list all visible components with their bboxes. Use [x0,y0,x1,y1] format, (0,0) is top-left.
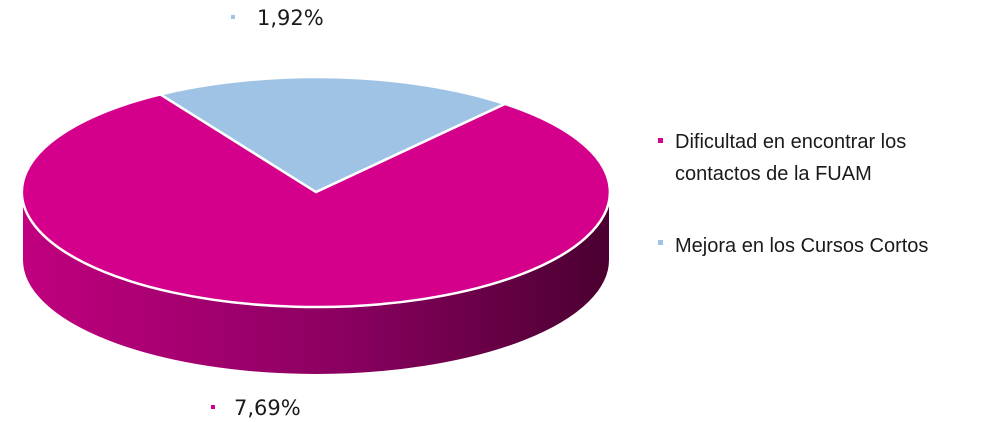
data-label-marker [231,15,235,19]
data-label-text: 7,69% [234,396,301,420]
legend-label: Mejora en los Cursos Cortos [675,235,928,257]
legend-item-dificultad: Dificultad en encontrar los contactos de… [658,131,906,185]
data-label-marker [211,405,215,409]
data-label-text: 1,92% [257,6,324,30]
legend-marker [658,240,663,245]
legend: Dificultad en encontrar los contactos de… [658,131,928,257]
pie-slice-mejora [157,75,509,194]
legend-marker [658,138,663,143]
pie-slice-dificultad [20,93,612,309]
legend-label-line-1: Dificultad en encontrar los [675,131,906,153]
data-label-mejora: 1,92% [231,6,324,30]
legend-item-mejora: Mejora en los Cursos Cortos [658,235,928,257]
legend-label-line-2: contactos de la FUAM [675,163,872,185]
data-label-dificultad: 7,69% [211,396,301,420]
